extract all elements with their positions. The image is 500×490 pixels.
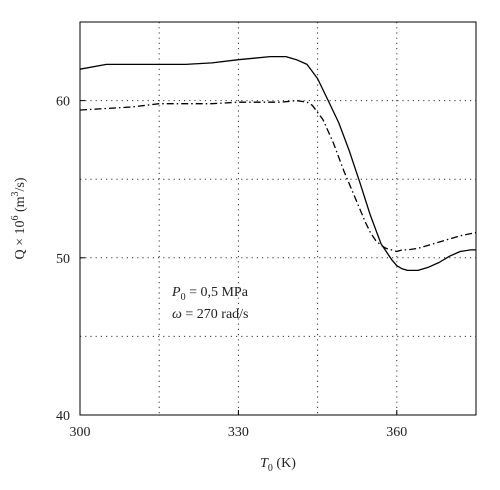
grid-lines xyxy=(80,22,476,415)
y-axis-label: Q × 106 (m3/s) xyxy=(10,177,28,259)
x-tick-label: 330 xyxy=(228,425,249,440)
annotation-line: ω = 270 rad/s xyxy=(172,307,249,322)
y-tick-label: 40 xyxy=(56,409,70,424)
x-axis-label: T0 (K) xyxy=(260,456,296,474)
series-lines xyxy=(79,55,477,272)
y-tick-label: 50 xyxy=(56,252,70,267)
annotation-box: P0 = 0,5 MPa ω = 270 rad/s xyxy=(171,285,249,322)
axis-ticks: 300 330 360 40 50 60 xyxy=(56,95,407,440)
series-line-solid xyxy=(79,55,476,272)
plot-frame xyxy=(79,21,477,416)
x-tick-label: 360 xyxy=(386,425,407,440)
x-tick-label: 300 xyxy=(70,425,91,440)
annotation-line: P0 = 0,5 MPa xyxy=(171,285,249,303)
series-line-dashdot xyxy=(79,99,477,253)
y-tick-label: 60 xyxy=(56,95,70,110)
